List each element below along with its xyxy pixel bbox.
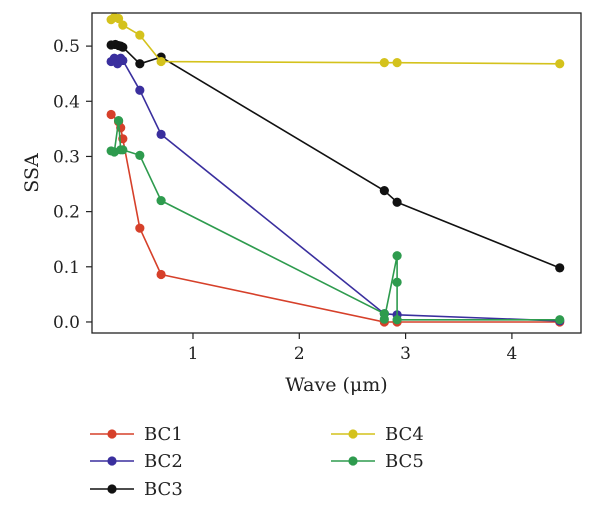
legend-item-bc1: BC1 [90,424,183,445]
y-tick-label: 0.3 [53,147,80,167]
x-axis-label: Wave (μm) [285,374,387,396]
data-point-bc5 [135,150,145,160]
data-point-bc5 [392,315,402,325]
legend-label-bc3: BC3 [144,479,183,500]
legend-item-bc5: BC5 [331,451,424,472]
x-tick-label: 3 [400,344,411,364]
data-point-bc4 [555,59,565,69]
data-point-bc4 [113,13,124,24]
data-point-bc2 [135,85,145,95]
data-point-bc4 [156,56,166,67]
legend-label-bc1: BC1 [144,424,183,445]
data-point-bc5 [113,115,124,126]
data-point-bc5 [379,314,389,324]
data-point-bc4 [392,58,402,68]
data-point-bc1 [106,109,116,120]
x-tick-label: 1 [188,344,199,364]
data-point-bc3 [379,186,389,196]
data-point-bc2 [156,129,166,139]
data-point-bc5 [118,145,128,155]
plot-area [106,12,565,327]
data-point-bc3 [135,59,145,69]
y-tick-label: 0.5 [53,37,80,57]
data-point-bc3 [555,263,565,273]
data-point-bc1 [135,223,145,233]
data-point-bc1 [156,269,166,280]
x-tick-label: 2 [294,344,305,364]
data-point-bc5 [555,315,565,325]
data-point-bc4 [118,20,128,30]
legend-label-bc4: BC4 [385,424,424,445]
data-point-bc4 [379,58,389,68]
legend-label-bc2: BC2 [144,451,183,472]
legend: BC1 BC2 BC3 BC4 BC5 [90,424,424,500]
data-point-bc2 [118,55,128,66]
legend-label-bc5: BC5 [385,451,424,472]
data-point-bc5 [392,277,402,287]
plot-frame [91,12,582,334]
x-tick-label: 4 [506,344,517,364]
legend-marker-bc1 [107,429,117,439]
axes: 1 2 3 4 0.0 0.1 0.2 0.3 0.4 0.5 Wave (μm) SSA [21,12,582,396]
y-tick-label: 0.2 [53,203,80,223]
series-bc4 [106,12,565,69]
data-point-bc5 [156,195,166,206]
legend-marker-bc5 [348,456,358,466]
y-tick-label: 0.0 [53,313,80,333]
y-tick-label: 0.4 [53,92,80,112]
series-bc5 [106,115,565,325]
y-tick-label: 0.1 [53,258,80,278]
data-point-bc3 [392,197,402,207]
legend-marker-bc3 [107,484,117,494]
data-point-bc5 [392,251,402,261]
legend-item-bc4: BC4 [331,424,424,445]
data-point-bc3 [118,42,128,52]
legend-item-bc2: BC2 [90,451,183,472]
y-axis-label: SSA [21,153,43,193]
data-point-bc4 [135,30,145,40]
legend-marker-bc4 [348,429,358,439]
legend-item-bc3: BC3 [90,479,183,500]
legend-marker-bc2 [107,456,117,466]
